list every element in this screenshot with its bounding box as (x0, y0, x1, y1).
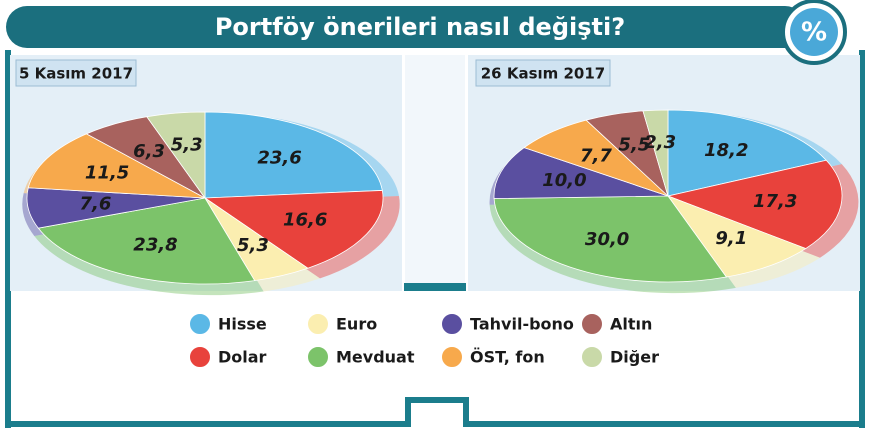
badge (790, 8, 838, 56)
divider (404, 283, 466, 291)
legend-swatch (188, 312, 212, 336)
legend-swatch (440, 312, 464, 336)
legend-swatch (306, 345, 330, 369)
value-label: 23,8 (133, 235, 177, 256)
legend-label: Mevduat (336, 348, 415, 367)
value-label: 17,3 (753, 191, 797, 212)
value-label: 5,5 (618, 134, 650, 155)
title: Portföy önerileri nasıl değişti? (215, 13, 625, 41)
value-label: 10,0 (542, 170, 586, 191)
pie-slice (146, 111, 206, 200)
title-bar (6, 6, 806, 48)
legend-label: Tahvil-bono (470, 315, 574, 334)
value-label: 5,3 (171, 134, 203, 155)
date-box (15, 59, 137, 87)
value-label: 7,6 (79, 193, 111, 214)
pie-slice (37, 197, 256, 285)
legend-label: Dolar (218, 348, 267, 367)
pie-slice (666, 195, 807, 278)
chart-title: 26 Kasım 2017 (481, 65, 606, 83)
value-label: 9,1 (715, 228, 747, 249)
pie-slice (203, 190, 384, 269)
date-box (475, 59, 611, 87)
pie-slice (27, 133, 206, 199)
legend-swatch (440, 345, 464, 369)
value-label: 6,3 (133, 141, 165, 162)
legend-swatch (188, 345, 212, 369)
value-label: 5,3 (237, 235, 269, 256)
value-label: 30,0 (585, 229, 629, 250)
value-label: 23,6 (257, 148, 301, 169)
pie-slice (666, 159, 843, 250)
legend-swatch (306, 312, 330, 336)
legend-swatch (580, 312, 604, 336)
legend-label: ÖST, fon (470, 348, 545, 367)
frame (5, 50, 865, 428)
value-label: 16,6 (283, 209, 327, 230)
value-label: 18,2 (704, 140, 748, 161)
badge-text: % (801, 18, 827, 48)
pie-slice (667, 109, 828, 197)
pie-slice (493, 147, 669, 199)
panel-gap (405, 55, 465, 291)
legend-label: Hisse (218, 315, 267, 334)
pie-slice (204, 111, 383, 199)
legend-label: Altın (610, 315, 652, 334)
value-label: 7,7 (580, 145, 612, 166)
chart-title: 5 Kasım 2017 (19, 65, 133, 83)
pie-slice (493, 195, 728, 283)
value-label: 11,5 (85, 162, 129, 183)
value-label: 2,3 (644, 132, 676, 153)
legend-swatch (580, 345, 604, 369)
legend-label: Diğer (610, 348, 659, 367)
legend-label: Euro (336, 315, 377, 334)
pie-slice (642, 109, 669, 197)
